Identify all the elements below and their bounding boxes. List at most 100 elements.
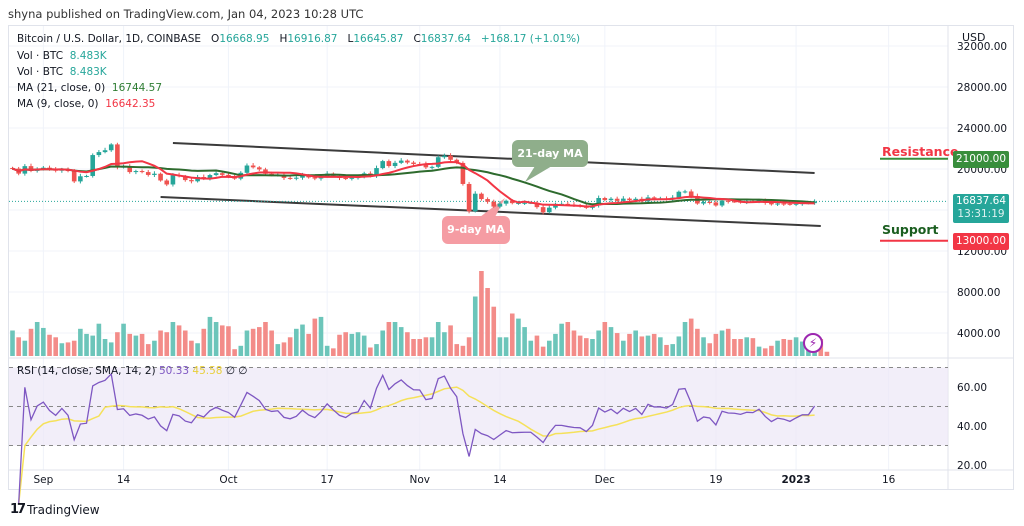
volume-bar [411, 339, 416, 356]
volume-bar [232, 349, 237, 356]
rsi-legend[interactable]: RSI (14, close, SMA, 14, 2) 50.33 45.58 … [17, 365, 247, 377]
volume-bar [565, 322, 571, 356]
volume-bar [361, 335, 367, 356]
candle-body [682, 191, 688, 193]
volume-bar [84, 333, 89, 356]
volume-bar [738, 339, 743, 356]
time-tick-label: Oct [219, 474, 237, 486]
candle-body [10, 167, 15, 169]
candle-body [472, 193, 478, 212]
resistance-price-tag: 21000.00 [953, 151, 1009, 168]
brand-name: TradingView [27, 502, 100, 517]
candle-body [349, 177, 355, 179]
volume-bar [164, 332, 170, 356]
volume-bar [275, 344, 281, 356]
ma21-value: 16744.57 [111, 82, 163, 94]
lightning-icon[interactable]: ⚡ [803, 333, 823, 353]
volume-bar [306, 333, 311, 356]
price-tick-label: 8000.00 [957, 287, 1000, 299]
volume-bar [460, 345, 466, 356]
volume-bar [466, 337, 472, 356]
volume-bar [596, 330, 601, 356]
ma21-line [12, 165, 815, 206]
rsi-line [18, 372, 816, 505]
volume-bar [53, 337, 58, 356]
change-value: +168.17 (+1.01%) [480, 33, 581, 45]
volume-bar [670, 344, 675, 356]
candle-body [164, 180, 170, 185]
volume-bar [713, 333, 719, 356]
volume-bar [331, 348, 336, 356]
volume-bar [195, 343, 200, 356]
candle-body [257, 167, 262, 170]
symbol-legend: Bitcoin / U.S. Dollar, 1D, COINBASE O166… [17, 33, 580, 45]
volume-bar [96, 323, 102, 356]
volume-legend-2[interactable]: Vol · BTC 8.483K [17, 66, 107, 78]
volume-bar [170, 322, 176, 356]
publish-info: shyna published on TradingView.com, Jan … [8, 7, 364, 21]
support-price-tag: 13000.00 [953, 233, 1009, 250]
volume-bar [257, 327, 262, 356]
ma21-callout-pointer [525, 166, 552, 182]
vol-label: Vol · BTC [17, 66, 64, 78]
ma21-legend[interactable]: MA (21, close, 0) 16744.57 [17, 82, 162, 94]
volume-bar [238, 345, 244, 356]
candle-body [269, 173, 274, 175]
volume-bar [343, 332, 348, 356]
axes: 32000.0028000.0024000.0020000.0012000.00… [33, 41, 1007, 486]
volume-bar [90, 335, 96, 356]
ma9-legend[interactable]: MA (9, close, 0) 16642.35 [17, 98, 155, 110]
candle-body [769, 202, 774, 205]
volume-bar [472, 296, 478, 356]
volume-bar [41, 327, 46, 356]
candle-body [398, 160, 404, 163]
volume-bar [405, 332, 410, 356]
volume-bar [115, 332, 120, 356]
candle-body [145, 172, 151, 175]
volume-bar [108, 342, 114, 356]
volume-bar [627, 333, 632, 356]
volume-legend-1[interactable]: Vol · BTC 8.483K [17, 50, 107, 62]
candle-body [775, 203, 780, 205]
candle-body [219, 173, 225, 175]
candle-body [312, 177, 318, 179]
chart-frame [8, 25, 1014, 490]
candle-body [651, 197, 657, 199]
high-value: 16916.87 [287, 33, 338, 45]
candle-body [479, 193, 484, 200]
volume-bar [423, 337, 429, 356]
candle-body [540, 207, 546, 213]
candle-body [522, 202, 527, 204]
footer-logo[interactable]: 17 TradingView [10, 502, 100, 517]
volume-bar [584, 338, 589, 356]
volume-bar [546, 340, 552, 356]
volume-bar [448, 325, 453, 356]
volume-bar [226, 326, 231, 356]
candle-body [287, 177, 293, 179]
volume-bar [497, 337, 503, 356]
candle-body [78, 176, 83, 182]
volume-bar [775, 340, 780, 356]
volume-bar [682, 322, 688, 356]
volume-bar [503, 337, 509, 356]
candle-body [170, 175, 176, 185]
volume-bar [695, 328, 700, 356]
low-label: L [347, 33, 354, 45]
rsi-tick-label: 60.00 [957, 382, 987, 394]
time-tick-label: Sep [33, 474, 53, 486]
rsi-sma-line [17, 386, 815, 505]
volume-bar [639, 336, 645, 356]
volume-bar [59, 343, 65, 356]
candle-body [411, 162, 416, 164]
volume-bar [417, 339, 423, 356]
candle-body [713, 202, 719, 206]
candle-body [250, 165, 256, 168]
volume-bar [337, 334, 342, 356]
volume-bar [219, 325, 225, 356]
rsi-extra: ∅ ∅ [225, 365, 248, 377]
volume-bar [244, 330, 250, 356]
currency-label[interactable]: USD [962, 31, 986, 44]
symbol-title[interactable]: Bitcoin / U.S. Dollar, 1D, COINBASE [17, 33, 202, 45]
volume-bar [213, 322, 219, 356]
